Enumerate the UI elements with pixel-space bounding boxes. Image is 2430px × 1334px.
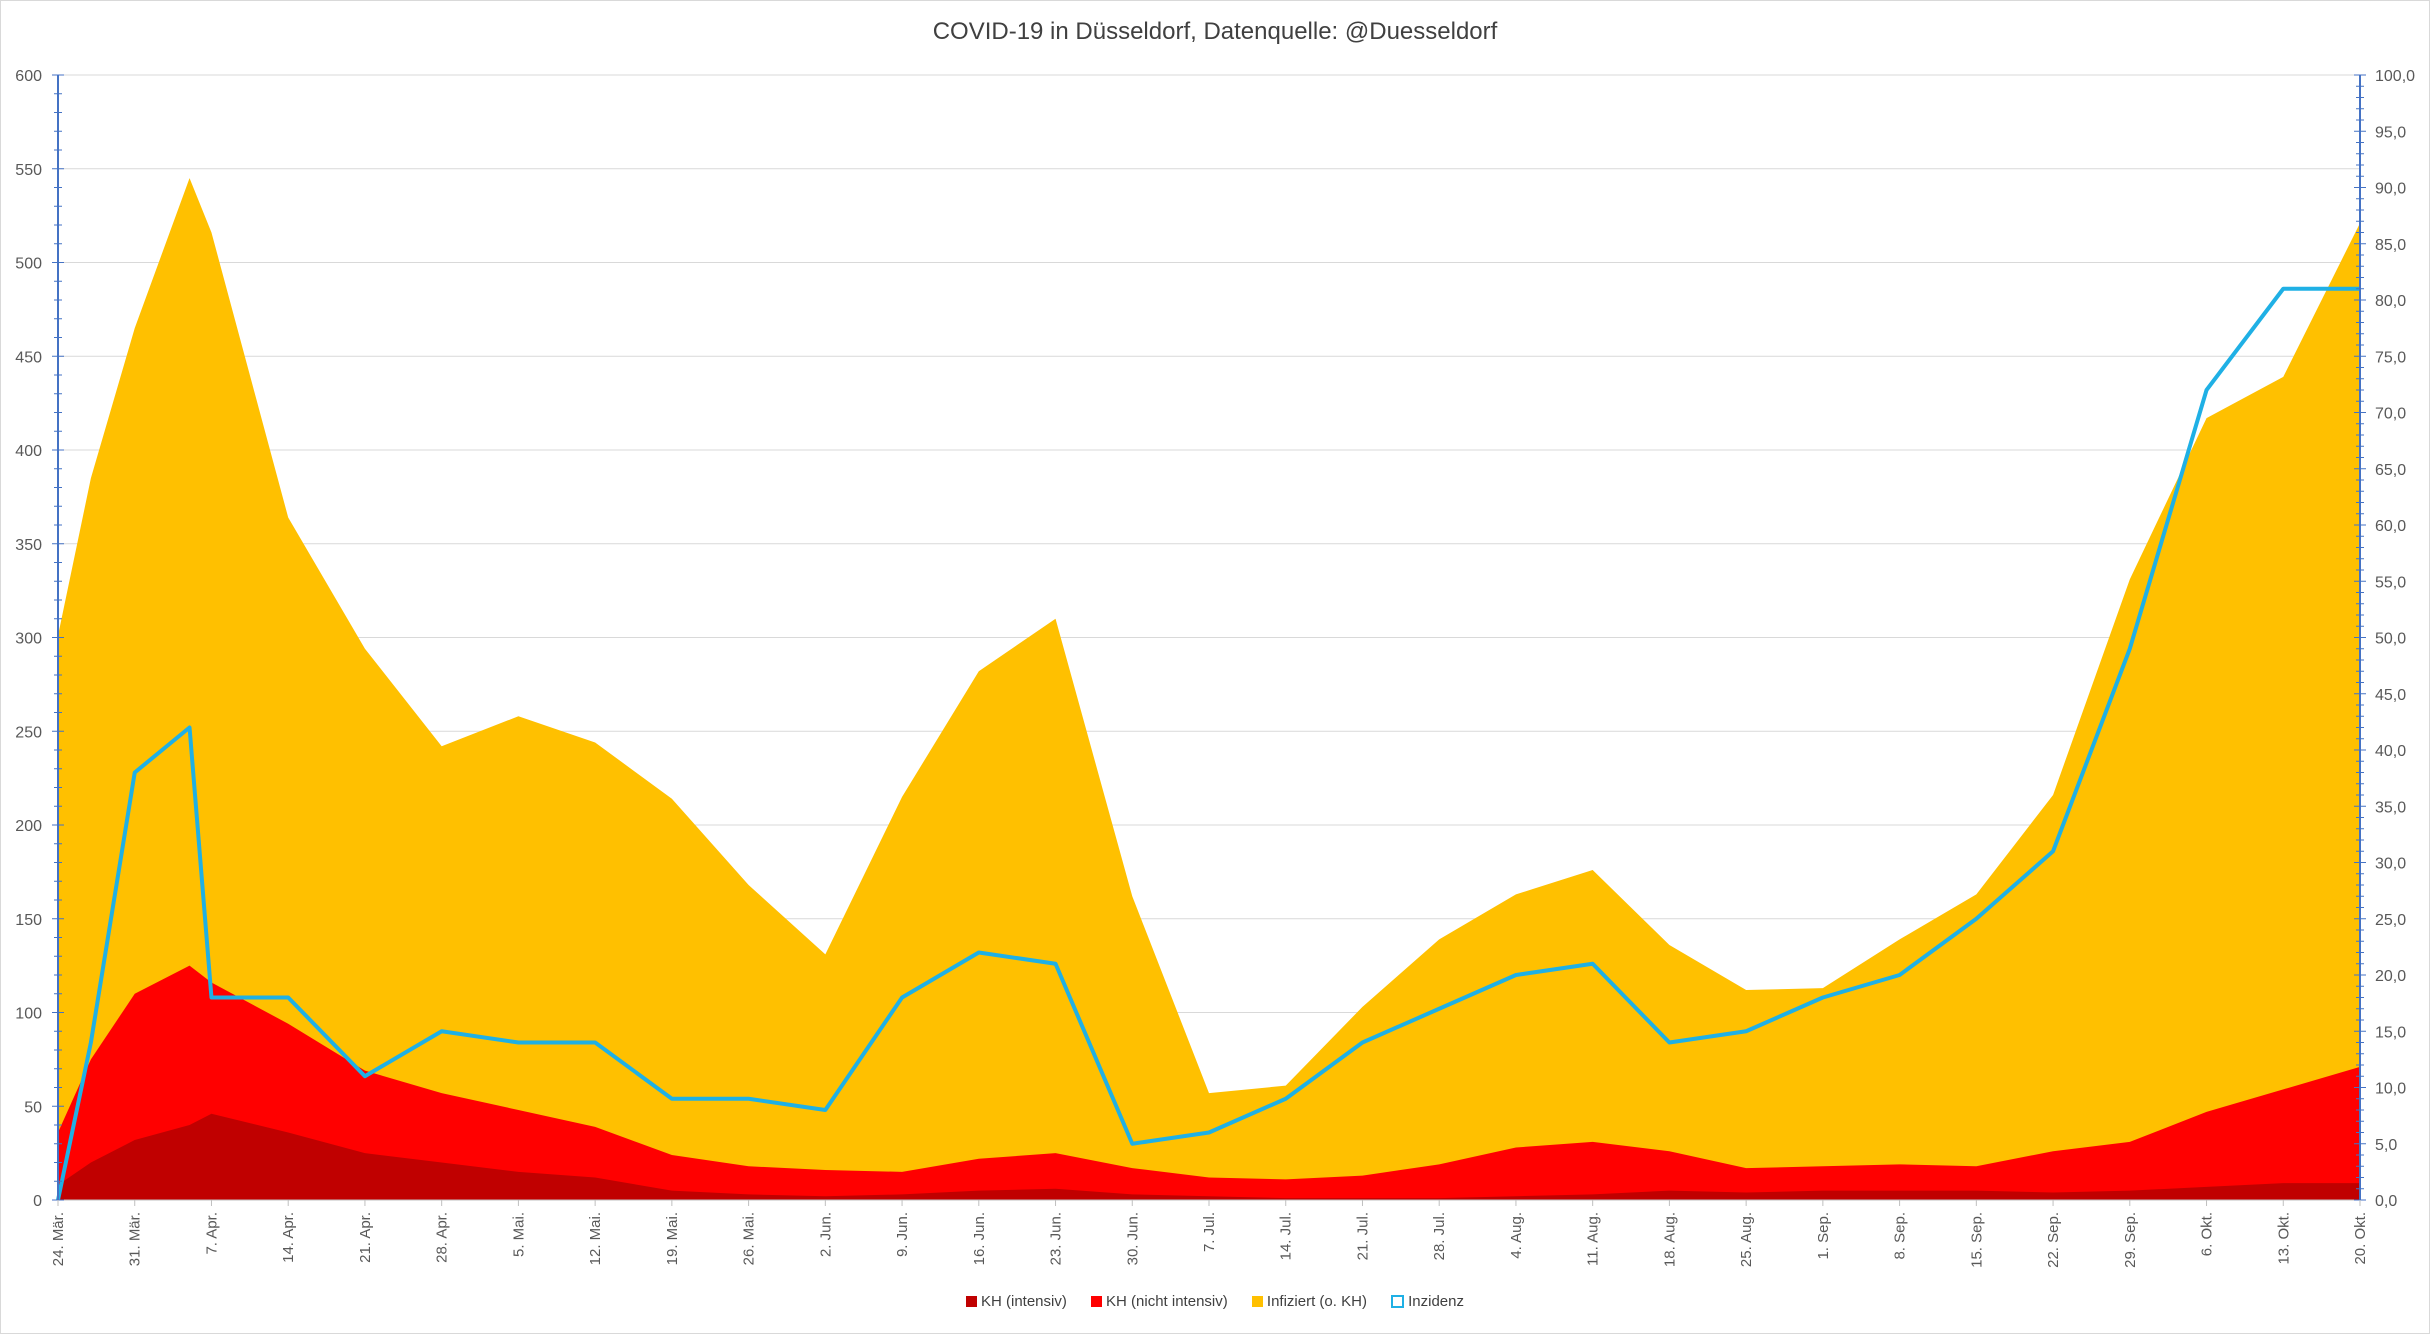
- y2-tick-label: 90,0: [2375, 181, 2406, 198]
- y2-tick-label: 100,0: [2375, 68, 2415, 85]
- area-kh-intensiv-: [58, 1113, 2360, 1200]
- legend-item-kh-nicht-intensiv: KH (nicht intensiv): [1091, 1293, 1228, 1310]
- x-tick-label: 29. Sep.: [2122, 1212, 2139, 1268]
- y2-tick-label: 45,0: [2375, 687, 2406, 704]
- x-tick-label: 11. Aug.: [1585, 1212, 1602, 1266]
- tick-labels: 0 50 100 150 200 250 300 350 400 450 500 550 600 0,0 5…: [15, 68, 2415, 1268]
- y-tick-label: 150: [15, 912, 42, 929]
- x-tick-label: 22. Sep.: [2045, 1212, 2062, 1268]
- area-infiziert-o-kh-: [58, 178, 2360, 1200]
- y2-tick-label: 55,0: [2375, 574, 2406, 591]
- legend: KH (intensiv) KH (nicht intensiv) Infizi…: [0, 1292, 2430, 1310]
- y2-tick-label: 80,0: [2375, 293, 2406, 310]
- x-tick-label: 21. Apr.: [357, 1212, 374, 1263]
- y2-tick-label: 70,0: [2375, 406, 2406, 423]
- x-tick-label: 28. Jul.: [1431, 1212, 1448, 1260]
- legend-item-inzidenz: Inzidenz: [1391, 1293, 1464, 1310]
- x-tick-label: 2. Jun.: [817, 1212, 834, 1257]
- y-tick-label: 400: [15, 443, 42, 460]
- y2-tick-label: 30,0: [2375, 856, 2406, 873]
- y-tick-label: 600: [15, 68, 42, 85]
- x-tick-label: 28. Apr.: [434, 1212, 451, 1263]
- x-tick-label: 14. Jul.: [1278, 1212, 1295, 1260]
- y-tick-label: 50: [24, 1099, 42, 1116]
- x-tick-label: 26. Mai.: [741, 1212, 758, 1265]
- y2-tick-label: 25,0: [2375, 912, 2406, 929]
- legend-label: KH (intensiv): [981, 1292, 1067, 1310]
- legend-item-kh-intensiv: KH (intensiv): [966, 1293, 1067, 1310]
- legend-line-marker: [1391, 1295, 1405, 1309]
- legend-swatch: [1251, 1296, 1263, 1308]
- area-kh-nicht-intensiv-: [58, 965, 2360, 1200]
- chart-title: COVID-19 in Düsseldorf, Datenquelle: @Du…: [932, 18, 1498, 45]
- y2-tick-label: 10,0: [2375, 1081, 2406, 1098]
- y-tick-label: 450: [15, 349, 42, 366]
- x-tick-label: 23. Jun.: [1048, 1212, 1065, 1265]
- legend-label: Inzidenz: [1408, 1292, 1464, 1310]
- x-tick-label: 14. Apr.: [280, 1212, 297, 1263]
- y2-tick-label: 40,0: [2375, 743, 2406, 760]
- legend-swatch: [966, 1296, 977, 1308]
- y2-tick-label: 65,0: [2375, 462, 2406, 479]
- x-tick-label: 9. Jun.: [894, 1212, 911, 1257]
- legend-label: KH (nicht intensiv): [1106, 1292, 1228, 1310]
- y2-tick-label: 95,0: [2375, 124, 2406, 141]
- y-tick-label: 500: [15, 256, 42, 273]
- x-tick-label: 12. Mai.: [587, 1212, 604, 1265]
- axes: [52, 74, 2366, 1206]
- y2-tick-label: 15,0: [2375, 1024, 2406, 1041]
- x-tick-label: 7. Apr.: [203, 1212, 220, 1255]
- line-series: [56, 286, 2360, 1201]
- y-tick-label: 350: [15, 537, 42, 554]
- line-inzidenz: [56, 286, 2360, 1201]
- area-series: [58, 178, 2360, 1200]
- legend-swatch: [1091, 1296, 1103, 1308]
- y-tick-label: 550: [15, 162, 42, 179]
- y2-tick-label: 60,0: [2375, 518, 2406, 535]
- x-tick-label: 6. Okt.: [2199, 1212, 2216, 1256]
- x-tick-label: 30. Jun.: [1124, 1212, 1141, 1265]
- x-tick-label: 1. Sep.: [1815, 1212, 1832, 1260]
- x-tick-label: 15. Sep.: [1968, 1212, 1985, 1268]
- x-tick-label: 5. Mai.: [510, 1212, 527, 1257]
- x-tick-label: 4. Aug.: [1508, 1212, 1525, 1259]
- x-tick-label: 20. Okt.: [2352, 1212, 2369, 1265]
- x-tick-label: 7. Jul.: [1201, 1212, 1218, 1252]
- x-tick-label: 25. Aug.: [1738, 1212, 1755, 1267]
- y2-tick-label: 85,0: [2375, 237, 2406, 254]
- y2-tick-label: 35,0: [2375, 799, 2406, 816]
- y-tick-label: 0: [33, 1193, 42, 1210]
- y-tick-label: 250: [15, 724, 42, 741]
- y-tick-label: 100: [15, 1006, 42, 1023]
- x-tick-label: 18. Aug.: [1661, 1212, 1678, 1267]
- x-tick-label: 24. Mär.: [50, 1212, 67, 1266]
- legend-label: Infiziert (o. KH): [1266, 1292, 1367, 1310]
- y2-tick-label: 75,0: [2375, 349, 2406, 366]
- y2-tick-label: 0,0: [2375, 1193, 2397, 1210]
- y-tick-label: 200: [15, 818, 42, 835]
- x-tick-label: 8. Sep.: [1892, 1212, 1909, 1260]
- x-tick-label: 31. Mär.: [127, 1212, 144, 1266]
- x-tick-label: 16. Jun.: [971, 1212, 988, 1265]
- y2-tick-label: 20,0: [2375, 968, 2406, 985]
- y-tick-label: 300: [15, 631, 42, 648]
- x-tick-label: 13. Okt.: [2275, 1212, 2292, 1265]
- legend-item-infiziert: Infiziert (o. KH): [1251, 1292, 1367, 1310]
- y2-tick-label: 50,0: [2375, 631, 2406, 648]
- y2-tick-label: 5,0: [2375, 1137, 2397, 1154]
- x-tick-label: 19. Mai.: [664, 1212, 681, 1265]
- x-tick-label: 21. Jul.: [1354, 1212, 1371, 1260]
